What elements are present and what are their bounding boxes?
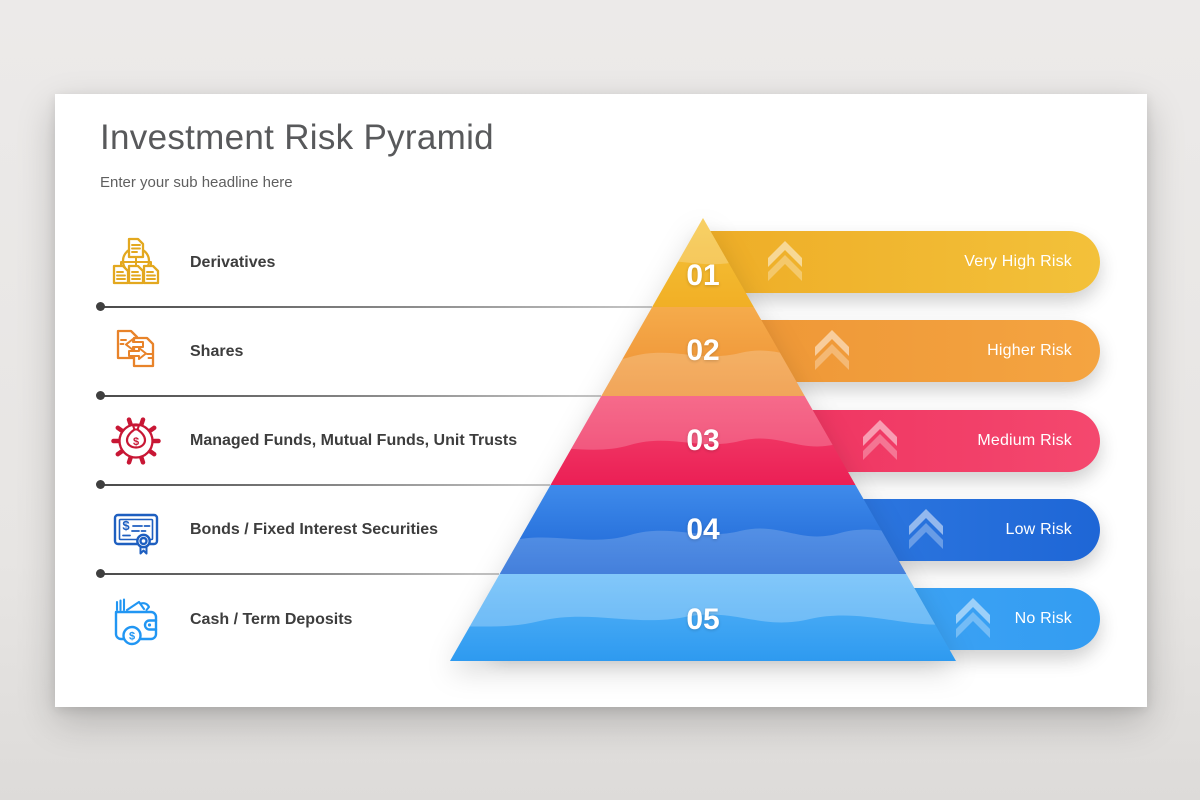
level-item-label: Cash / Term Deposits	[190, 611, 353, 628]
chevron-up-icon	[863, 420, 897, 462]
svg-text:$: $	[133, 436, 139, 448]
slide: Investment Risk Pyramid Enter your sub h…	[55, 94, 1147, 707]
level-item-label: Bonds / Fixed Interest Securities	[190, 521, 439, 538]
level-number: 02	[686, 334, 720, 367]
svg-text:$: $	[129, 631, 135, 643]
divider-line	[100, 484, 550, 486]
level-item-label: Managed Funds, Mutual Funds, Unit Trusts	[190, 432, 518, 449]
level-item-label: Shares	[190, 343, 244, 360]
pyramid-chart	[450, 218, 956, 661]
risk-bar: Very High Risk	[700, 231, 1100, 293]
risk-bar-label: No Risk	[1014, 610, 1072, 627]
divider-line	[100, 395, 601, 397]
wallet-cash-icon: $	[107, 591, 165, 649]
risk-bar-label: Low Risk	[1005, 521, 1072, 538]
risk-bar-label: Higher Risk	[987, 342, 1072, 359]
divider-dot	[96, 302, 105, 311]
chevron-up-icon	[768, 241, 802, 283]
divider-dot	[96, 480, 105, 489]
chevron-up-icon	[815, 330, 849, 372]
gear-moneybag-icon: $	[107, 412, 165, 470]
level-number: 04	[686, 513, 720, 546]
page-subtitle: Enter your sub headline here	[100, 174, 293, 191]
certificate-icon: $	[107, 501, 165, 559]
divider-dot	[96, 391, 105, 400]
level-item-label: Derivatives	[190, 254, 276, 271]
divider-line	[100, 573, 499, 575]
chevron-up-icon	[909, 509, 943, 551]
svg-text:$: $	[122, 518, 130, 533]
page-title: Investment Risk Pyramid	[100, 118, 494, 157]
risk-bar-label: Medium Risk	[977, 432, 1072, 449]
divider-line	[100, 306, 652, 308]
documents-hierarchy-icon	[107, 234, 165, 292]
level-number: 01	[686, 259, 720, 292]
chevron-up-icon	[956, 598, 990, 640]
divider-dot	[96, 569, 105, 578]
level-number: 03	[686, 424, 720, 457]
risk-bar-label: Very High Risk	[964, 253, 1072, 270]
pyramid-layer-5	[450, 574, 956, 661]
document-exchange-icon	[107, 323, 165, 381]
level-number: 05	[686, 603, 720, 636]
